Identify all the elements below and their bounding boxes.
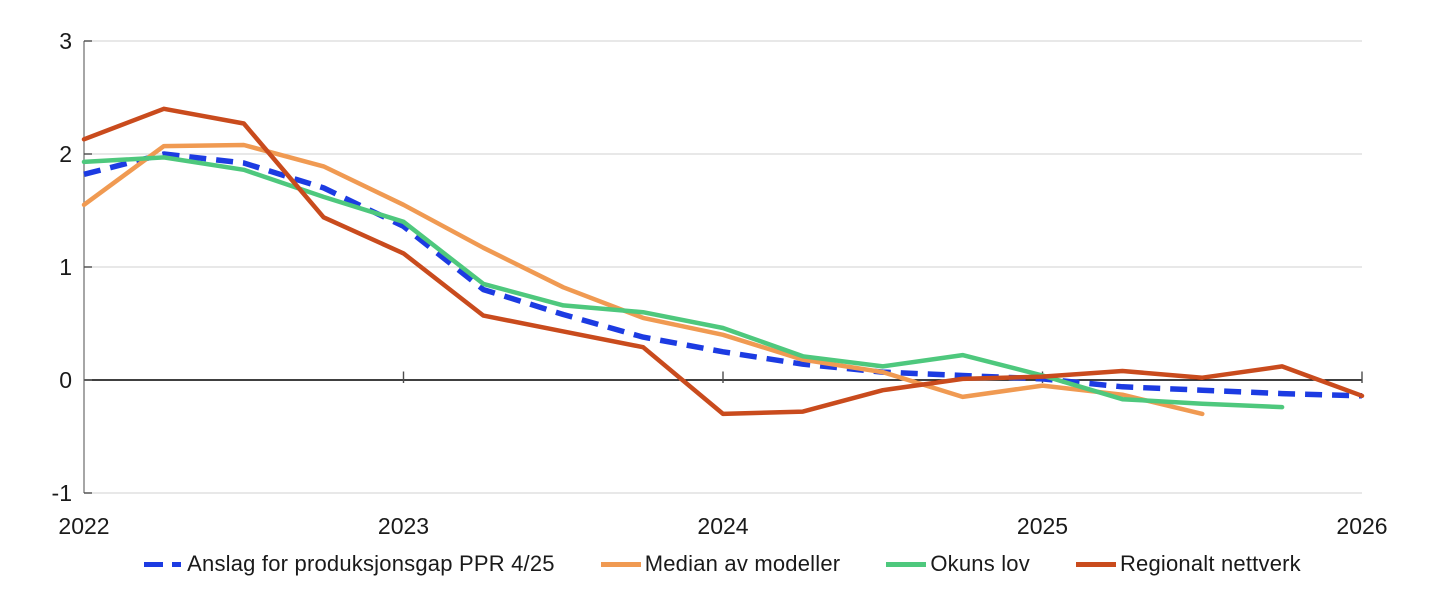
x-axis-label: 2022	[58, 513, 109, 539]
y-axis-label: 0	[59, 367, 72, 393]
y-axis-label: 1	[59, 254, 72, 280]
legend-label: Anslag for produksjonsgap PPR 4/25	[187, 551, 555, 576]
legend-swatch-median-av-modeller-line-icon	[600, 561, 641, 567]
series-line-regionalt-nettverk	[81, 106, 1365, 417]
x-axis-label: 2026	[1336, 513, 1387, 539]
x-axis-label: 2025	[1017, 513, 1068, 539]
legend-item-okuns-lov: Okuns lov	[886, 551, 1030, 577]
legend-swatch-okuns-lov-line-icon	[886, 561, 927, 567]
legend-swatch-anslag-produksjonsgap-dashed-line-icon	[144, 561, 183, 567]
legend-swatch-regionalt-nettverk-line-icon	[1075, 561, 1116, 567]
legend-label: Okuns lov	[930, 551, 1030, 576]
line-icon	[886, 561, 927, 567]
line-icon	[600, 561, 641, 567]
line-icon	[1075, 561, 1116, 567]
x-axis-label: 2024	[697, 513, 748, 539]
legend-label: Median av modeller	[644, 551, 841, 576]
dash-icon	[144, 561, 164, 567]
legend-item-regionalt-nettverk: Regionalt nettverk	[1075, 551, 1301, 577]
series-line-okuns-lov	[81, 155, 1285, 410]
x-axis-label: 2023	[378, 513, 429, 539]
legend-label: Regionalt nettverk	[1119, 551, 1301, 576]
chart-legend: Anslag for produksjonsgap PPR 4/25 Median…	[0, 551, 1445, 577]
y-axis-label: 3	[59, 28, 72, 54]
y-axis-label: 2	[59, 141, 72, 167]
series-line-anslag-produksjonsgap	[83, 151, 1363, 399]
legend-item-anslag-produksjonsgap: Anslag for produksjonsgap PPR 4/25	[144, 551, 555, 577]
line-chart-canvas: -1 0 1 2 3 2022 2023 2024 2025 2026	[52, 28, 1388, 539]
dash-icon	[172, 561, 182, 567]
legend-item-median-av-modeller: Median av modeller	[600, 551, 841, 577]
y-axis-label: -1	[52, 480, 72, 506]
